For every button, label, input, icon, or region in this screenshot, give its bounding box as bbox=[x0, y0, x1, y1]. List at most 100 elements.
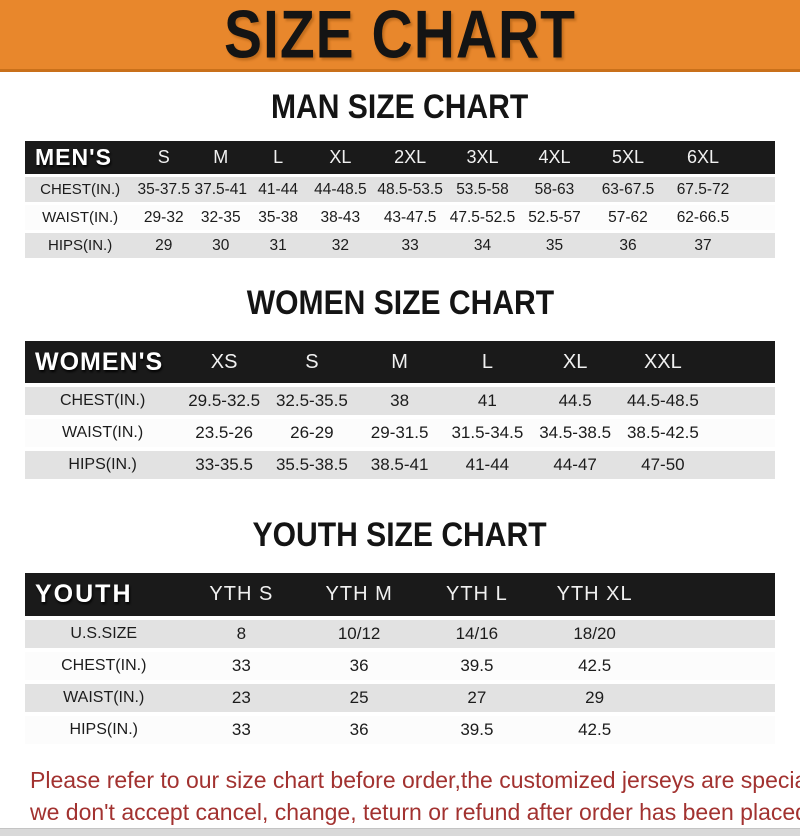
women-row-spacer bbox=[706, 387, 775, 415]
men-measure-cell: 47.5-52.5 bbox=[446, 205, 519, 230]
men-measure-cell: 37 bbox=[665, 233, 741, 258]
men-measure-cell: 62-66.5 bbox=[665, 205, 741, 230]
women-size-column-header: M bbox=[355, 341, 444, 383]
women-measure-cell: 26-29 bbox=[268, 419, 356, 447]
women-measure-cell: 31.5-34.5 bbox=[443, 419, 532, 447]
women-size-column-header: XXL bbox=[619, 341, 707, 383]
women-size-table-container: WOMEN'S XS S M L XL XXL CHEST(IN.) 29.5-32.5 32.5… bbox=[25, 337, 775, 483]
women-row-label: HIPS(IN.) bbox=[25, 451, 181, 479]
men-row-spacer bbox=[740, 205, 775, 230]
men-measure-cell: 35 bbox=[518, 233, 591, 258]
men-measure-cell: 36 bbox=[590, 233, 666, 258]
youth-measure-cell: 10/12 bbox=[300, 620, 418, 648]
women-row-label: WAIST(IN.) bbox=[25, 419, 181, 447]
men-measure-row: HIPS(IN.) 29 30 31 32 33 34 35 36 37 bbox=[25, 233, 775, 258]
youth-header-spacer bbox=[653, 573, 775, 616]
men-size-column-header: 4XL bbox=[518, 141, 591, 174]
men-measure-row: WAIST(IN.) 29-32 32-35 35-38 38-43 43-47.5 47.… bbox=[25, 205, 775, 230]
men-measure-cell: 29-32 bbox=[135, 205, 193, 230]
women-row-spacer bbox=[706, 419, 775, 447]
size-chart-banner: SIZE CHART bbox=[0, 0, 800, 72]
disclaimer-line-2: we don't accept cancel, change, teturn o… bbox=[30, 798, 800, 825]
women-size-column-header: S bbox=[268, 341, 356, 383]
men-measure-cell: 38-43 bbox=[307, 205, 374, 230]
youth-measure-cell: 42.5 bbox=[535, 716, 654, 744]
women-section-heading: WOMEN SIZE CHART bbox=[246, 282, 554, 323]
men-size-column-header: 2XL bbox=[373, 141, 447, 174]
men-measure-cell: 37.5-41 bbox=[192, 177, 250, 202]
men-size-column-header: XL bbox=[307, 141, 374, 174]
youth-measure-row: WAIST(IN.) 23 25 27 29 bbox=[25, 684, 775, 712]
youth-size-table-container: YOUTH YTH S YTH M YTH L YTH XL U.S.SIZE 8 10/12… bbox=[25, 569, 775, 748]
women-group-label: WOMEN'S bbox=[25, 341, 181, 383]
youth-size-column-header: YTH M bbox=[300, 573, 418, 616]
men-measure-cell: 32 bbox=[307, 233, 374, 258]
men-size-column-header: S bbox=[135, 141, 193, 174]
men-size-column-header: L bbox=[249, 141, 307, 174]
women-row-label: CHEST(IN.) bbox=[25, 387, 181, 415]
men-row-label: WAIST(IN.) bbox=[25, 205, 136, 230]
youth-header-row: YOUTH YTH S YTH M YTH L YTH XL bbox=[25, 573, 775, 616]
women-measure-cell: 38.5-42.5 bbox=[619, 419, 707, 447]
youth-measure-row: HIPS(IN.) 33 36 39.5 42.5 bbox=[25, 716, 775, 744]
youth-measure-cell: 29 bbox=[535, 684, 654, 712]
women-measure-cell: 29-31.5 bbox=[355, 419, 444, 447]
men-row-spacer bbox=[740, 177, 775, 202]
youth-group-label: YOUTH bbox=[25, 573, 183, 616]
women-row-spacer bbox=[706, 451, 775, 479]
men-measure-cell: 43-47.5 bbox=[373, 205, 447, 230]
youth-measure-cell: 8 bbox=[182, 620, 301, 648]
youth-row-label: WAIST(IN.) bbox=[25, 684, 183, 712]
youth-measure-cell: 42.5 bbox=[535, 652, 654, 680]
women-measure-cell: 47-50 bbox=[619, 451, 707, 479]
men-measure-row: CHEST(IN.) 35-37.5 37.5-41 41-44 44-48.5 48.5… bbox=[25, 177, 775, 202]
youth-measure-cell: 23 bbox=[182, 684, 301, 712]
women-measure-cell: 41-44 bbox=[443, 451, 532, 479]
women-measure-cell: 29.5-32.5 bbox=[180, 387, 268, 415]
youth-row-spacer bbox=[653, 652, 775, 680]
women-size-table: WOMEN'S XS S M L XL XXL CHEST(IN.) 29.5-32.5 32.5… bbox=[25, 337, 775, 483]
men-measure-cell: 52.5-57 bbox=[518, 205, 591, 230]
men-measure-cell: 34 bbox=[446, 233, 519, 258]
youth-measure-cell: 27 bbox=[418, 684, 536, 712]
women-header-row: WOMEN'S XS S M L XL XXL bbox=[25, 341, 775, 383]
men-row-label: CHEST(IN.) bbox=[25, 177, 136, 202]
women-measure-cell: 35.5-38.5 bbox=[268, 451, 356, 479]
youth-row-spacer bbox=[653, 684, 775, 712]
youth-size-column-header: YTH S bbox=[182, 573, 301, 616]
youth-measure-row: CHEST(IN.) 33 36 39.5 42.5 bbox=[25, 652, 775, 680]
men-size-column-header: 5XL bbox=[590, 141, 666, 174]
men-measure-cell: 35-38 bbox=[249, 205, 307, 230]
women-measure-row: HIPS(IN.) 33-35.5 35.5-38.5 38.5-41 41-44 44-… bbox=[25, 451, 775, 479]
men-measure-cell: 67.5-72 bbox=[665, 177, 741, 202]
women-measure-cell: 41 bbox=[443, 387, 532, 415]
youth-measure-cell: 39.5 bbox=[418, 652, 536, 680]
men-measure-cell: 48.5-53.5 bbox=[373, 177, 447, 202]
women-measure-cell: 44.5-48.5 bbox=[619, 387, 707, 415]
women-measure-cell: 38.5-41 bbox=[355, 451, 444, 479]
men-row-spacer bbox=[740, 233, 775, 258]
youth-row-spacer bbox=[653, 716, 775, 744]
men-measure-cell: 41-44 bbox=[249, 177, 307, 202]
women-measure-cell: 34.5-38.5 bbox=[531, 419, 619, 447]
men-measure-cell: 30 bbox=[192, 233, 250, 258]
women-measure-cell: 32.5-35.5 bbox=[268, 387, 356, 415]
youth-measure-cell: 36 bbox=[300, 716, 418, 744]
men-measure-cell: 57-62 bbox=[590, 205, 666, 230]
order-disclaimer: Please refer to our size chart before or… bbox=[0, 765, 800, 828]
men-size-column-header: M bbox=[192, 141, 250, 174]
men-measure-cell: 29 bbox=[135, 233, 193, 258]
men-size-table-container: MEN'S S M L XL 2XL 3XL 4XL 5XL 6XL CHEST(IN.) 35-37… bbox=[25, 138, 775, 261]
men-measure-cell: 31 bbox=[249, 233, 307, 258]
youth-measure-cell: 14/16 bbox=[418, 620, 536, 648]
women-measure-cell: 44-47 bbox=[531, 451, 619, 479]
men-measure-cell: 44-48.5 bbox=[307, 177, 374, 202]
men-size-column-header: 3XL bbox=[446, 141, 519, 174]
youth-measure-cell: 39.5 bbox=[418, 716, 536, 744]
youth-measure-cell: 33 bbox=[182, 652, 301, 680]
men-header-row: MEN'S S M L XL 2XL 3XL 4XL 5XL 6XL bbox=[25, 141, 775, 174]
disclaimer-line-1: Please refer to our size chart before or… bbox=[30, 767, 800, 793]
youth-size-column-header: YTH L bbox=[418, 573, 536, 616]
men-measure-cell: 35-37.5 bbox=[135, 177, 193, 202]
men-measure-cell: 53.5-58 bbox=[446, 177, 519, 202]
